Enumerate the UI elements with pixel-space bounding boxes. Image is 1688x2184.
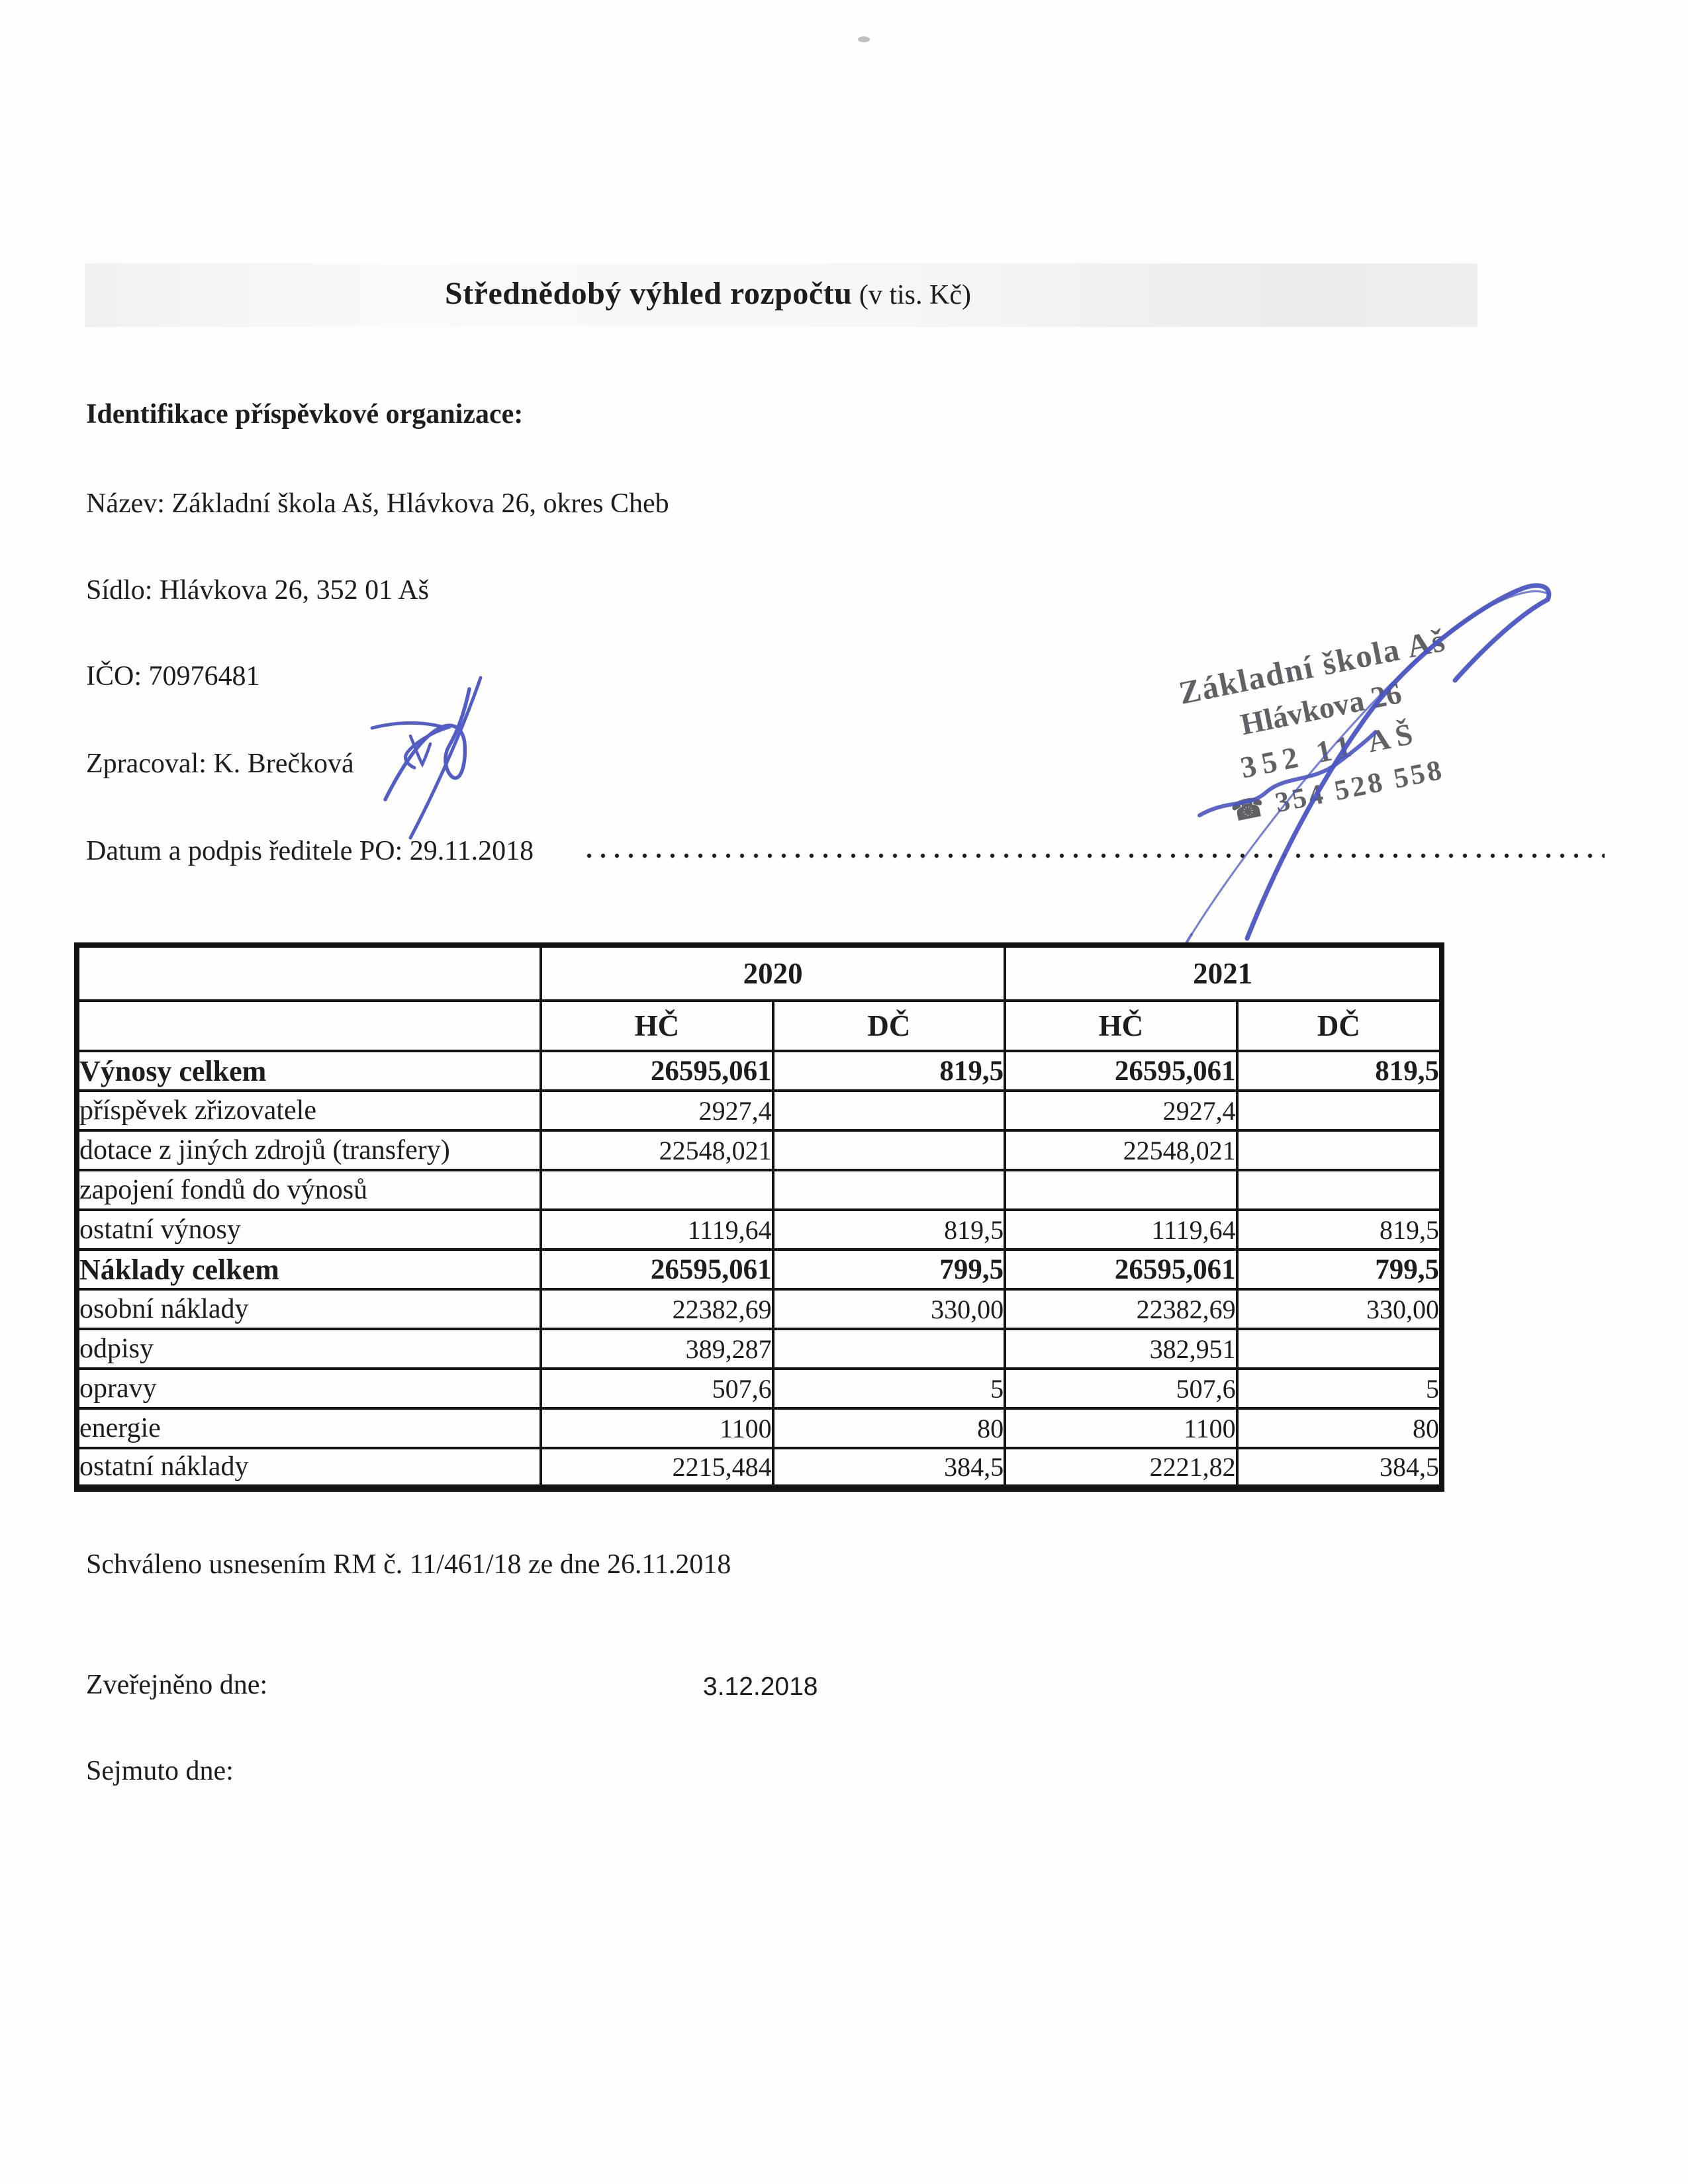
- corner-cell-blank: [75, 944, 543, 1002]
- phone-icon: ☎: [1229, 791, 1268, 827]
- cell-2021-dc: 799,5: [1235, 1248, 1444, 1291]
- signature-dotted-leader: [585, 850, 1605, 862]
- cell-2021-dc: 384,5: [1235, 1447, 1444, 1489]
- approval-line: Schváleno usnesením RM č. 11/461/18 ze d…: [86, 1549, 731, 1580]
- row-label: osobní náklady: [75, 1288, 543, 1330]
- table-row: opravy 507,6 5 507,6 5: [75, 1367, 1444, 1410]
- table-row: příspěvek zřizovatele 2927,4 2927,4: [75, 1089, 1444, 1132]
- subheader-2020-hc: HČ: [539, 999, 774, 1052]
- cell-2020-hc: 2927,4: [539, 1089, 774, 1132]
- table-row: dotace z jiných zdrojů (transfery) 22548…: [75, 1129, 1444, 1171]
- table-row: energie 1100 80 1100 80: [75, 1407, 1444, 1449]
- cell-2021-dc: [1235, 1089, 1444, 1132]
- subheader-2020-dc: DČ: [771, 999, 1007, 1052]
- cell-2021-dc: [1235, 1129, 1444, 1171]
- row-label: příspěvek zřizovatele: [75, 1089, 543, 1132]
- cell-2020-hc: 22548,021: [539, 1129, 774, 1171]
- table-row: osobní náklady 22382,69 330,00 22382,69 …: [75, 1288, 1444, 1330]
- cell-2020-dc: 819,5: [771, 1208, 1007, 1251]
- subheader-2021-hc: HČ: [1004, 999, 1239, 1052]
- budget-table-container: 2020 2021 HČ DČ HČ DČ Výnosy celkem 2659…: [74, 942, 1444, 1492]
- cell-2020-hc: 26595,061: [539, 1248, 774, 1291]
- cell-2020-dc: 80: [771, 1407, 1007, 1449]
- published-label: Zveřejněno dne:: [86, 1670, 268, 1700]
- page-title-text: Střednědobý výhled rozpočtu: [445, 276, 853, 311]
- cell-2020-dc: 799,5: [771, 1248, 1007, 1291]
- cell-2021-hc: 507,6: [1004, 1367, 1239, 1410]
- table-row: Náklady celkem 26595,061 799,5 26595,061…: [75, 1248, 1444, 1291]
- cell-2021-dc: 5: [1235, 1367, 1444, 1410]
- budget-table: 2020 2021 HČ DČ HČ DČ Výnosy celkem 2659…: [74, 942, 1444, 1492]
- row-label: ostatní výnosy: [75, 1208, 543, 1251]
- cell-2021-dc: [1235, 1328, 1444, 1370]
- cell-2020-hc: 2215,484: [539, 1447, 774, 1489]
- cell-2020-hc: 507,6: [539, 1367, 774, 1410]
- scan-artifact-dot: [858, 36, 870, 42]
- cell-2021-hc: 2927,4: [1004, 1089, 1239, 1132]
- cell-2021-dc: [1235, 1169, 1444, 1211]
- cell-2020-hc: 1119,64: [539, 1208, 774, 1251]
- cell-2020-dc: 330,00: [771, 1288, 1007, 1330]
- table-row: ostatní náklady 2215,484 384,5 2221,82 3…: [75, 1447, 1444, 1489]
- table-row: Výnosy celkem 26595,061 819,5 26595,061 …: [75, 1050, 1444, 1092]
- cell-2021-hc: 382,951: [1004, 1328, 1239, 1370]
- table-subheader-row: HČ DČ HČ DČ: [75, 999, 1444, 1052]
- cell-2021-dc: 80: [1235, 1407, 1444, 1449]
- table-row: ostatní výnosy 1119,64 819,5 1119,64 819…: [75, 1208, 1444, 1251]
- cell-2021-hc: 26595,061: [1004, 1248, 1239, 1291]
- cell-2021-hc: 1100: [1004, 1407, 1239, 1449]
- preparer-signature: [370, 676, 483, 840]
- row-label: Náklady celkem: [75, 1248, 543, 1291]
- date-signature-line: Datum a podpis ředitele PO: 29.11.2018: [86, 836, 534, 866]
- cell-2020-hc: 389,287: [539, 1328, 774, 1370]
- cell-2020-dc: 384,5: [771, 1447, 1007, 1489]
- table-row: zapojení fondů do výnosů: [75, 1169, 1444, 1211]
- removed-label: Sejmuto dne:: [86, 1756, 234, 1786]
- cell-2021-dc: 330,00: [1235, 1288, 1444, 1330]
- subheader-2021-dc: DČ: [1235, 999, 1444, 1052]
- cell-2021-hc: 1119,64: [1004, 1208, 1239, 1251]
- org-address-line: Sídlo: Hlávkova 26, 352 01 Aš: [86, 575, 430, 606]
- cell-2021-hc: [1004, 1169, 1239, 1211]
- row-label: Výnosy celkem: [75, 1050, 543, 1092]
- cell-2021-dc: 819,5: [1235, 1050, 1444, 1092]
- org-name-line: Název: Základní škola Aš, Hlávkova 26, o…: [86, 488, 669, 519]
- cell-2020-hc: [539, 1169, 774, 1211]
- corner-cell-blank-2: [75, 999, 543, 1052]
- published-date: 3.12.2018: [703, 1672, 818, 1701]
- year-header-2021: 2021: [1004, 944, 1443, 1002]
- row-label: zapojení fondů do výnosů: [75, 1169, 543, 1211]
- cell-2020-dc: 819,5: [771, 1050, 1007, 1092]
- row-label: dotace z jiných zdrojů (transfery): [75, 1129, 543, 1171]
- cell-2020-dc: [771, 1129, 1007, 1171]
- row-label: opravy: [75, 1367, 543, 1410]
- cell-2020-hc: 26595,061: [539, 1050, 774, 1092]
- year-header-2020: 2020: [539, 944, 1007, 1002]
- cell-2020-dc: 5: [771, 1367, 1007, 1410]
- table-row: odpisy 389,287 382,951: [75, 1328, 1444, 1370]
- row-label: odpisy: [75, 1328, 543, 1370]
- cell-2020-dc: [771, 1169, 1007, 1211]
- page-title-unit-suffix: (v tis. Kč): [852, 280, 971, 310]
- org-ico-line: IČO: 70976481: [86, 661, 260, 692]
- cell-2020-hc: 22382,69: [539, 1288, 774, 1330]
- identification-heading: Identifikace příspěvkové organizace:: [86, 399, 524, 430]
- cell-2021-hc: 22382,69: [1004, 1288, 1239, 1330]
- cell-2020-hc: 1100: [539, 1407, 774, 1449]
- page-title: Střednědobý výhled rozpočtu (v tis. Kč): [445, 275, 971, 312]
- cell-2020-dc: [771, 1328, 1007, 1370]
- table-year-header-row: 2020 2021: [75, 944, 1443, 1002]
- cell-2021-hc: 2221,82: [1004, 1447, 1239, 1489]
- cell-2021-hc: 26595,061: [1004, 1050, 1239, 1092]
- row-label: energie: [75, 1407, 543, 1449]
- cell-2021-hc: 22548,021: [1004, 1129, 1239, 1171]
- school-stamp: Základní škola Aš Hlávkova 26 352 11 AŠ …: [1136, 610, 1521, 881]
- row-label: ostatní náklady: [75, 1447, 543, 1489]
- prepared-by-line: Zpracoval: K. Brečková: [86, 749, 354, 779]
- cell-2021-dc: 819,5: [1235, 1208, 1444, 1251]
- title-scan-band: [85, 263, 1477, 327]
- cell-2020-dc: [771, 1089, 1007, 1132]
